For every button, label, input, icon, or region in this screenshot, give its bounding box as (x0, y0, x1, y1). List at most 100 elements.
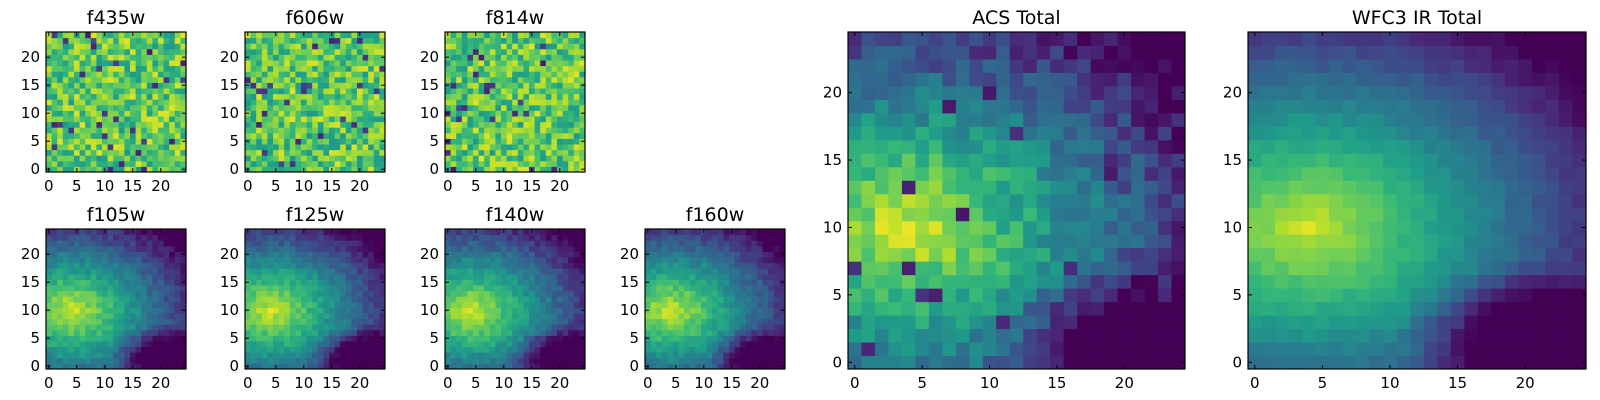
heatmap-cell (250, 93, 257, 100)
heatmap-cell (874, 193, 889, 208)
heatmap-cell (701, 324, 708, 331)
heatmap-cell (340, 32, 347, 39)
heatmap-cell (107, 346, 114, 353)
heatmap-cell (779, 268, 786, 275)
heatmap-cell (250, 279, 257, 286)
heatmap-cell (250, 268, 257, 275)
heatmap-cell (557, 234, 564, 241)
heatmap-cell (495, 104, 502, 111)
heatmap-cell (373, 229, 380, 236)
heatmap-cell (357, 335, 364, 342)
heatmap-cell (461, 127, 468, 134)
heatmap-cell (373, 121, 380, 128)
heatmap-cell (301, 48, 308, 55)
heatmap-cell (523, 88, 530, 95)
heatmap-cell (345, 116, 352, 123)
heatmap-cell (667, 245, 674, 252)
heatmap-cell (928, 261, 943, 276)
heatmap-cell (484, 352, 491, 359)
heatmap-cell (456, 245, 463, 252)
heatmap-cell (141, 341, 148, 348)
heatmap-cell (529, 138, 536, 145)
heatmap-cell (512, 234, 519, 241)
heatmap-cell (373, 357, 380, 364)
heatmap-cell (345, 229, 352, 236)
heatmap-cell (540, 48, 547, 55)
heatmap-cell (284, 329, 291, 336)
heatmap-cell (368, 262, 375, 269)
heatmap-cell (357, 110, 364, 117)
heatmap-cell (712, 268, 719, 275)
heatmap-cell (334, 43, 341, 50)
heatmap-cell (751, 335, 758, 342)
heatmap-cell (340, 155, 347, 162)
heatmap-cell (717, 357, 724, 364)
heatmap-cell (673, 234, 680, 241)
heatmap-cell (678, 240, 685, 247)
heatmap-cell (523, 60, 530, 67)
heatmap-cell (245, 285, 252, 292)
heatmap-cell (278, 144, 285, 151)
heatmap-cell (289, 88, 296, 95)
heatmap-cell (113, 127, 120, 134)
heatmap-cell (1131, 342, 1146, 357)
heatmap-cell (74, 346, 81, 353)
heatmap-cell (529, 155, 536, 162)
heatmap-cell (667, 357, 674, 364)
heatmap-cell (534, 127, 541, 134)
heatmap-cell (573, 273, 580, 280)
heatmap-cell (717, 229, 724, 236)
heatmap-cell (329, 37, 336, 44)
heatmap-cell (46, 60, 53, 67)
heatmap-cell (362, 262, 369, 269)
heatmap-cell (130, 65, 137, 72)
heatmap-cell (888, 180, 903, 195)
heatmap-cell (751, 301, 758, 308)
heatmap-cell (312, 43, 319, 50)
heatmap-cell (484, 279, 491, 286)
heatmap-cell (158, 116, 165, 123)
heatmap-cell (96, 132, 103, 139)
heatmap-cell (568, 48, 575, 55)
heatmap-cell (706, 257, 713, 264)
heatmap-cell (661, 240, 668, 247)
heatmap-cell (312, 138, 319, 145)
heatmap-cell (478, 54, 485, 61)
heatmap-cell (250, 301, 257, 308)
heatmap-cell (323, 251, 330, 258)
heatmap-cell (650, 273, 657, 280)
heatmap-cell (51, 296, 58, 303)
heatmap-cell (51, 245, 58, 252)
heatmap-cell (278, 65, 285, 72)
heatmap-cell (273, 155, 280, 162)
heatmap-cell (762, 262, 769, 269)
heatmap-cell (124, 240, 131, 247)
heatmap-cell (146, 273, 153, 280)
heatmap-cell (130, 37, 137, 44)
x-tick-label: 15 (522, 374, 541, 392)
heatmap-cell (861, 153, 876, 168)
heatmap-cell (124, 104, 131, 111)
heatmap-cell (495, 240, 502, 247)
heatmap-cell (484, 240, 491, 247)
heatmap-cell (180, 285, 187, 292)
heatmap-cells (245, 229, 386, 370)
y-tick-label: 5 (429, 329, 439, 347)
heatmap-cell (267, 329, 274, 336)
heatmap-cell (773, 240, 780, 247)
heatmap-cell (540, 273, 547, 280)
heatmap-cell (51, 43, 58, 50)
heatmap-cell (450, 273, 457, 280)
heatmap-cell (146, 268, 153, 275)
heatmap-cell (85, 127, 92, 134)
heatmap-cell (467, 346, 474, 353)
heatmap-cell (996, 261, 1011, 276)
heatmap-cell (517, 301, 524, 308)
heatmap-cell (762, 335, 769, 342)
heatmap-cell (74, 121, 81, 128)
heatmap-cell (284, 290, 291, 297)
heatmap-cell (90, 262, 97, 269)
heatmap-cell (678, 357, 685, 364)
heatmap-cell (689, 357, 696, 364)
heatmap-cell (180, 88, 187, 95)
